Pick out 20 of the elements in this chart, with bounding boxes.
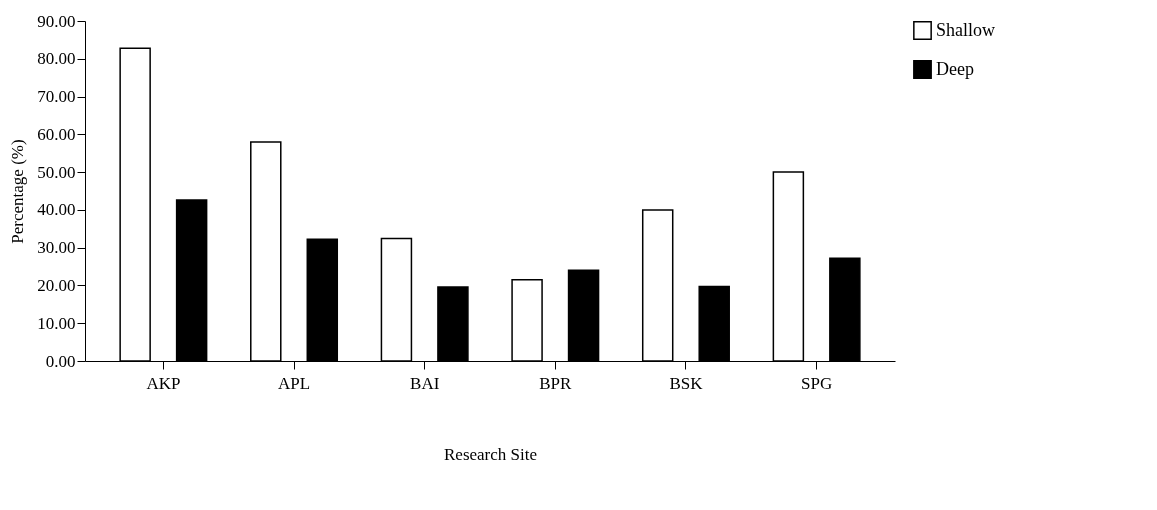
y-tick-label: 40.00 — [37, 200, 76, 220]
y-tick-label: 50.00 — [37, 162, 76, 182]
y-tick-label: 20.00 — [37, 275, 76, 295]
y-tick-label: 0.00 — [45, 351, 76, 371]
y-tick-label: 80.00 — [37, 49, 76, 69]
x-tick-label: BSK — [669, 373, 704, 393]
x-tick-label: SPG — [801, 373, 833, 393]
legend-label: Deep — [936, 58, 974, 79]
x-axis-title: Research Site — [444, 444, 537, 464]
y-tick-label: 30.00 — [37, 238, 76, 258]
x-tick-label: APL — [277, 373, 311, 393]
y-tick-label: 90.00 — [37, 11, 76, 31]
x-tick-label: BAI — [410, 373, 440, 393]
y-tick-label: 70.00 — [37, 87, 76, 107]
x-tick-label: BPR — [539, 373, 573, 393]
y-tick-label: 60.00 — [37, 124, 76, 144]
y-tick-label: 10.00 — [37, 313, 76, 333]
x-tick-label: AKP — [146, 373, 181, 393]
y-axis-title: Percentage (%) — [8, 139, 28, 244]
legend-label: Shallow — [936, 19, 996, 40]
